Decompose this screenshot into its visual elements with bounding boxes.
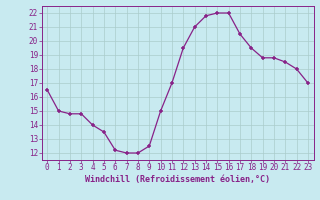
X-axis label: Windchill (Refroidissement éolien,°C): Windchill (Refroidissement éolien,°C) (85, 175, 270, 184)
